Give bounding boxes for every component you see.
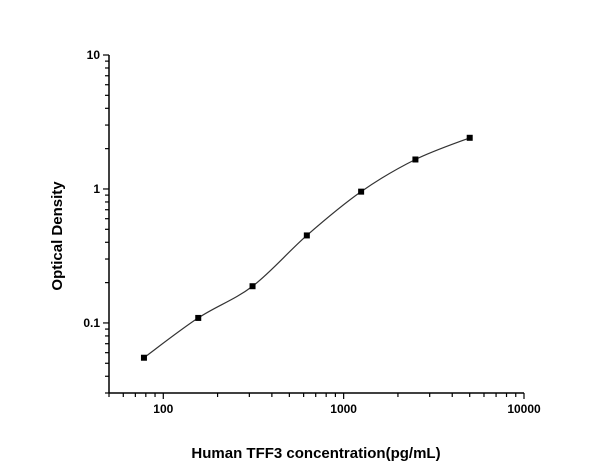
y-tick-label: 0.1	[83, 316, 100, 330]
data-markers	[140, 134, 473, 361]
data-point-marker	[358, 188, 365, 195]
x-axis-title: Human TFF3 concentration(pg/mL)	[191, 445, 440, 462]
data-point-marker	[303, 232, 310, 239]
y-axis-title: Optical Density	[49, 181, 66, 291]
data-point-marker	[466, 134, 473, 141]
x-tick-label: 100	[153, 402, 173, 416]
data-point-marker	[140, 354, 147, 361]
y-axis: 0.1 1 10	[83, 48, 110, 394]
x-tick-label: 1000	[330, 402, 357, 416]
fit-curve	[143, 137, 470, 359]
y-tick-label: 10	[87, 48, 101, 62]
data-point-marker	[195, 314, 202, 321]
y-tick-label: 1	[93, 182, 100, 196]
x-axis: 100 1000 10000	[108, 392, 541, 416]
data-point-marker	[412, 156, 419, 163]
x-tick-label: 10000	[507, 402, 541, 416]
data-point-marker	[249, 283, 256, 290]
